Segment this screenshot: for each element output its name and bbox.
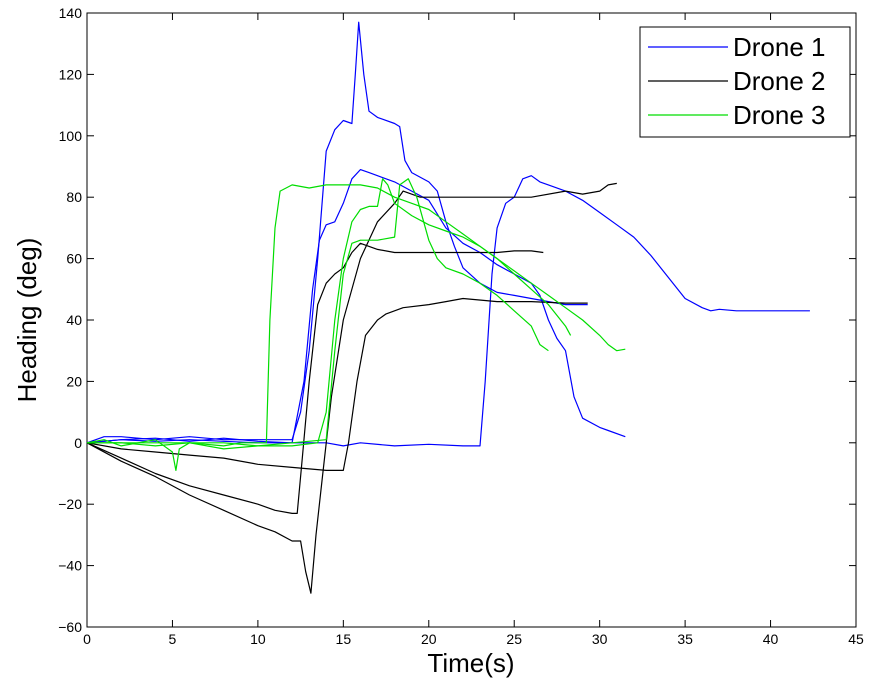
y-tick-label: 0 bbox=[74, 435, 82, 451]
legend-label-drone-1: Drone 1 bbox=[733, 32, 826, 62]
series-line-drone-2-run-6 bbox=[86, 182, 617, 594]
y-axis-label: Heading (deg) bbox=[12, 238, 42, 403]
x-tick-label: 20 bbox=[421, 631, 437, 647]
series-line-drone-2-run-5 bbox=[86, 242, 544, 514]
legend-box bbox=[639, 26, 851, 138]
x-axis-label: Time(s) bbox=[427, 648, 514, 678]
y-tick-label: −40 bbox=[58, 558, 82, 574]
x-tick-label: 15 bbox=[336, 631, 352, 647]
x-tick-label: 30 bbox=[592, 631, 608, 647]
legend: Drone 1 Drone 2 Drone 3 bbox=[639, 26, 851, 138]
series-line-drone-3-run-7 bbox=[86, 184, 626, 471]
series-line-drone-3-run-8 bbox=[87, 178, 572, 450]
x-tick-label: 10 bbox=[250, 631, 266, 647]
y-tick-label: 60 bbox=[66, 251, 82, 267]
legend-label-drone-2: Drone 2 bbox=[733, 66, 826, 96]
x-tick-label: 5 bbox=[169, 631, 177, 647]
y-tick-label: 100 bbox=[59, 128, 83, 144]
y-tick-label: −20 bbox=[58, 496, 82, 512]
x-tick-label: 45 bbox=[848, 631, 864, 647]
x-tick-label: 25 bbox=[506, 631, 522, 647]
series-line-drone-2-run-4 bbox=[86, 297, 588, 471]
legend-label-drone-3: Drone 3 bbox=[733, 100, 826, 130]
axis-ticks: 0 5 10 15 20 25 30 35 40 45 −60 −40 −20 0 20 40 60 80 100 1… bbox=[58, 5, 864, 647]
y-tick-label: 20 bbox=[66, 373, 82, 389]
y-tick-label: 40 bbox=[66, 312, 82, 328]
x-tick-label: 35 bbox=[677, 631, 693, 647]
y-tick-label: 140 bbox=[59, 5, 83, 21]
y-tick-label: 80 bbox=[66, 189, 82, 205]
y-tick-label: −60 bbox=[58, 619, 82, 635]
series-line-drone-3-run-9 bbox=[87, 178, 549, 447]
y-tick-label: 120 bbox=[59, 66, 83, 82]
x-tick-label: 0 bbox=[83, 631, 91, 647]
series-layer bbox=[86, 21, 810, 594]
x-tick-label: 40 bbox=[763, 631, 779, 647]
